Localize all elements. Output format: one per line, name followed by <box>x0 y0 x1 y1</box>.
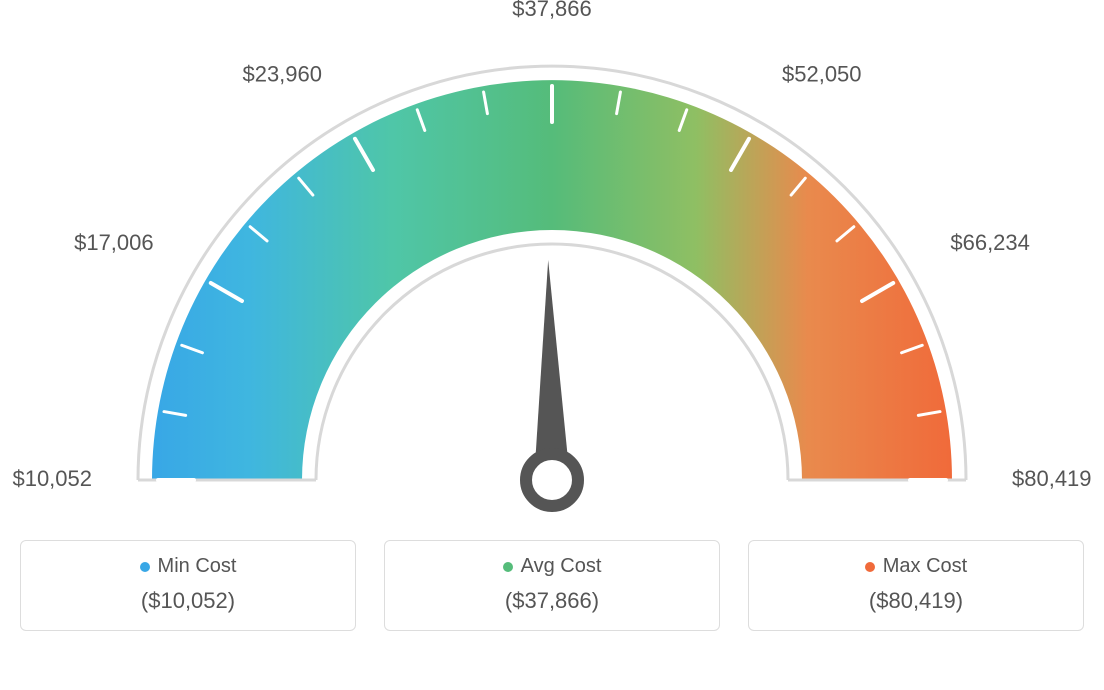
svg-text:$80,419: $80,419 <box>1012 466 1092 491</box>
svg-text:$37,866: $37,866 <box>512 0 592 21</box>
dot-min <box>140 562 150 572</box>
legend-title-min: Min Cost <box>140 555 237 578</box>
legend-title-avg: Avg Cost <box>503 555 602 578</box>
legend-title-max: Max Cost <box>865 555 967 578</box>
legend-row: Min Cost ($10,052) Avg Cost ($37,866) Ma… <box>0 540 1104 631</box>
dot-max <box>865 562 875 572</box>
svg-text:$66,234: $66,234 <box>950 230 1030 255</box>
svg-text:$23,960: $23,960 <box>242 62 322 87</box>
legend-card-min: Min Cost ($10,052) <box>20 540 356 631</box>
gauge-chart: $10,052 $17,006 $23,960 $37,866 $52,050 $66,2… <box>0 0 1104 540</box>
legend-max-label: Max Cost <box>883 555 967 578</box>
svg-text:$17,006: $17,006 <box>74 230 154 255</box>
legend-card-max: Max Cost ($80,419) <box>748 540 1084 631</box>
svg-text:$52,050: $52,050 <box>782 62 862 87</box>
legend-card-avg: Avg Cost ($37,866) <box>384 540 720 631</box>
svg-text:$10,052: $10,052 <box>12 466 92 491</box>
dot-avg <box>503 562 513 572</box>
legend-max-value: ($80,419) <box>759 588 1073 614</box>
legend-min-label: Min Cost <box>158 555 237 578</box>
legend-avg-label: Avg Cost <box>521 555 602 578</box>
legend-avg-value: ($37,866) <box>395 588 709 614</box>
gauge-svg: $10,052 $17,006 $23,960 $37,866 $52,050 $66,2… <box>0 0 1104 540</box>
legend-min-value: ($10,052) <box>31 588 345 614</box>
